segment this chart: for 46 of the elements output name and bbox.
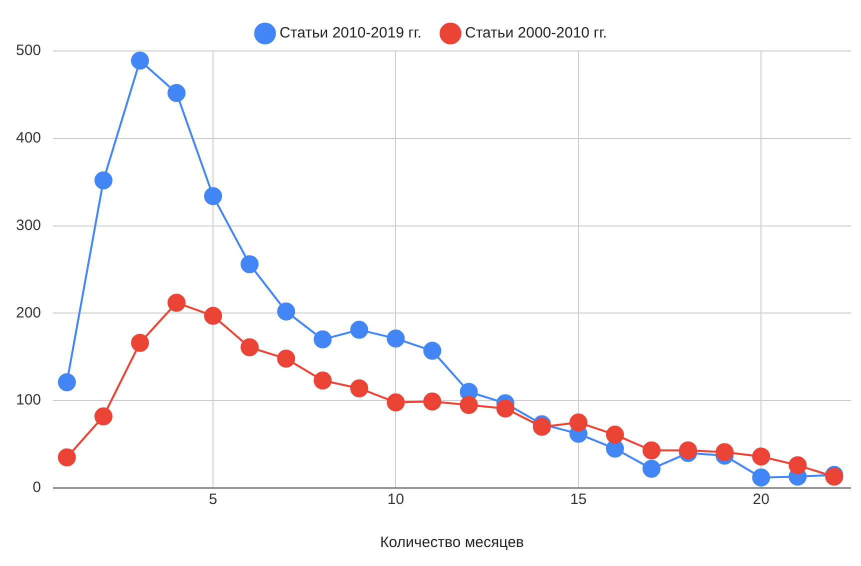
point xyxy=(314,372,332,390)
point xyxy=(94,171,112,190)
point xyxy=(314,330,332,348)
point xyxy=(386,393,405,412)
y-tick-label: 200 xyxy=(16,304,42,322)
point xyxy=(350,320,368,339)
legend-label: Статьи 2000-2010 гг. xyxy=(465,24,607,42)
point xyxy=(240,255,259,274)
x-tick-label: 20 xyxy=(752,491,770,508)
point xyxy=(642,441,661,460)
point xyxy=(716,443,734,462)
point xyxy=(58,373,76,392)
point xyxy=(168,294,186,312)
point xyxy=(423,392,442,410)
point xyxy=(130,334,149,352)
point xyxy=(788,456,807,474)
point xyxy=(277,350,296,368)
point xyxy=(569,413,588,432)
point xyxy=(130,52,149,70)
y-tick-label: 300 xyxy=(16,216,42,234)
point xyxy=(460,396,478,414)
point xyxy=(204,306,222,325)
point xyxy=(606,426,624,444)
point xyxy=(58,448,76,466)
point xyxy=(277,302,296,320)
point xyxy=(679,441,698,460)
x-tick-label: 5 xyxy=(208,491,218,508)
point xyxy=(752,468,770,487)
point xyxy=(752,448,770,466)
y-tick-label: 400 xyxy=(16,130,42,147)
x-tick-label: 15 xyxy=(570,491,587,508)
y-tick-label: 0 xyxy=(32,479,42,496)
point xyxy=(423,342,442,360)
y-tick-label: 500 xyxy=(16,42,42,60)
legend-label: Статьи 2010-2019 гг. xyxy=(280,24,422,42)
point xyxy=(94,407,112,426)
point xyxy=(350,379,368,398)
point xyxy=(168,84,186,102)
x-axis-title: Количество месяцев xyxy=(380,534,524,552)
y-tick-label: 100 xyxy=(16,392,42,409)
point xyxy=(386,330,405,348)
point xyxy=(240,338,259,356)
point xyxy=(496,399,514,418)
point xyxy=(204,187,222,206)
x-tick-label: 10 xyxy=(387,491,404,508)
point xyxy=(642,460,661,478)
